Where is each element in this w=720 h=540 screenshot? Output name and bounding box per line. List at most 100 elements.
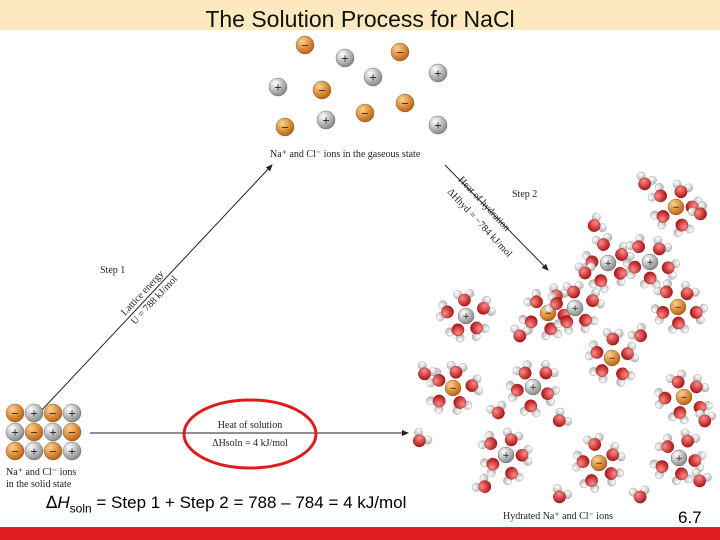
svg-text:+: + bbox=[68, 446, 76, 457]
sodium-ion: + bbox=[670, 449, 688, 467]
water-molecule bbox=[583, 432, 604, 451]
water-molecule bbox=[579, 474, 600, 493]
water-molecule bbox=[480, 457, 500, 477]
chloride-ion: − bbox=[24, 422, 44, 442]
chloride-ion: − bbox=[312, 80, 332, 100]
svg-text:−: − bbox=[49, 446, 57, 457]
water-molecule bbox=[452, 396, 473, 415]
solid-state-label-line1: Na⁺ and Cl⁻ ions bbox=[6, 467, 76, 478]
step2-arrow bbox=[444, 164, 549, 271]
water-molecule bbox=[512, 360, 532, 380]
chloride-ion: − bbox=[669, 298, 687, 316]
sodium-ion: + bbox=[457, 307, 475, 325]
water-molecule bbox=[477, 296, 496, 316]
chloride-ion: − bbox=[667, 198, 685, 216]
svg-text:−: − bbox=[449, 384, 456, 394]
svg-text:−: − bbox=[281, 122, 289, 133]
water-molecule bbox=[672, 467, 693, 486]
water-molecule bbox=[413, 427, 433, 448]
chloride-ion: − bbox=[444, 379, 462, 397]
sodium-ion: + bbox=[335, 48, 355, 68]
slide-number: 6.7 bbox=[678, 508, 702, 527]
water-molecule bbox=[486, 400, 507, 420]
water-molecule bbox=[628, 485, 650, 504]
heat-of-solution-value: ΔHsoln = 4 kJ/mol bbox=[212, 438, 288, 449]
water-molecule bbox=[654, 433, 675, 454]
sodium-ion: + bbox=[24, 441, 44, 461]
svg-text:−: − bbox=[608, 354, 615, 364]
step1-arrow bbox=[39, 164, 273, 413]
gaseous-ions: − + − + − + + − − + − + bbox=[268, 35, 448, 137]
water-molecule bbox=[591, 232, 613, 251]
svg-text:+: + bbox=[68, 408, 76, 419]
title-band bbox=[0, 0, 720, 30]
water-molecule bbox=[647, 183, 667, 203]
enthalpy-subscript: soln bbox=[69, 501, 92, 516]
water-molecule bbox=[544, 292, 563, 313]
water-molecule bbox=[650, 304, 670, 325]
water-molecule bbox=[519, 399, 541, 417]
water-molecule bbox=[668, 316, 689, 334]
sodium-ion: + bbox=[599, 254, 617, 272]
water-molecule bbox=[562, 281, 584, 299]
water-molecule bbox=[691, 468, 712, 488]
sodium-ion: + bbox=[428, 115, 448, 135]
water-molecule bbox=[615, 241, 635, 261]
water-molecule bbox=[572, 450, 590, 472]
step1-label: Step 1 bbox=[100, 265, 125, 276]
chloride-ion: − bbox=[43, 441, 63, 461]
sodium-ion: + bbox=[363, 67, 383, 87]
water-molecule bbox=[690, 374, 710, 394]
svg-text:+: + bbox=[571, 304, 578, 314]
chloride-ion: − bbox=[355, 103, 375, 123]
sodium-ion: + bbox=[497, 446, 515, 464]
water-molecule bbox=[417, 361, 438, 381]
svg-text:+: + bbox=[369, 72, 377, 83]
water-molecule bbox=[470, 321, 490, 341]
svg-text:+: + bbox=[30, 408, 38, 419]
chloride-ion: − bbox=[295, 35, 315, 55]
water-molecule bbox=[579, 313, 599, 333]
water-molecule bbox=[687, 201, 708, 221]
svg-text:−: − bbox=[680, 393, 687, 403]
water-molecule bbox=[625, 234, 646, 254]
svg-text:+: + bbox=[675, 454, 682, 464]
svg-text:−: − bbox=[301, 40, 309, 51]
water-molecule bbox=[653, 279, 673, 299]
svg-text:−: − bbox=[49, 408, 57, 419]
sodium-ion: + bbox=[641, 253, 659, 271]
water-molecule bbox=[478, 430, 498, 450]
svg-text:+: + bbox=[462, 312, 469, 322]
water-molecule bbox=[503, 427, 524, 447]
water-molecule bbox=[650, 210, 670, 230]
water-molecule bbox=[471, 473, 492, 493]
svg-text:−: − bbox=[544, 309, 551, 319]
water-molecule bbox=[627, 322, 647, 343]
svg-text:−: − bbox=[30, 427, 38, 438]
water-molecule bbox=[539, 360, 559, 380]
water-molecule bbox=[588, 274, 609, 293]
water-molecule bbox=[604, 467, 624, 487]
water-molecule bbox=[639, 271, 661, 289]
water-molecule bbox=[426, 394, 446, 414]
svg-text:+: + bbox=[646, 258, 653, 268]
svg-text:−: − bbox=[672, 203, 679, 213]
solid-state-label-line2: in the solid state bbox=[6, 479, 72, 490]
svg-text:+: + bbox=[341, 53, 349, 64]
water-molecule bbox=[606, 442, 626, 462]
water-molecule bbox=[446, 360, 468, 379]
chloride-ion: − bbox=[5, 441, 25, 461]
chloride-ion: − bbox=[390, 42, 410, 62]
svg-text:+: + bbox=[274, 82, 282, 93]
water-molecule bbox=[515, 445, 533, 466]
water-molecule bbox=[689, 303, 709, 325]
chloride-ion: − bbox=[603, 349, 621, 367]
svg-text:+: + bbox=[322, 115, 330, 126]
water-molecule bbox=[554, 315, 574, 335]
water-molecule bbox=[680, 281, 700, 301]
water-molecule bbox=[587, 212, 607, 233]
hydrated-ions: − + − + − − + − − + − + + + bbox=[413, 171, 717, 504]
svg-text:+: + bbox=[604, 259, 611, 269]
chloride-ion: − bbox=[275, 117, 295, 137]
solid-lattice: − + − ++ − + −− + − + bbox=[5, 403, 82, 461]
